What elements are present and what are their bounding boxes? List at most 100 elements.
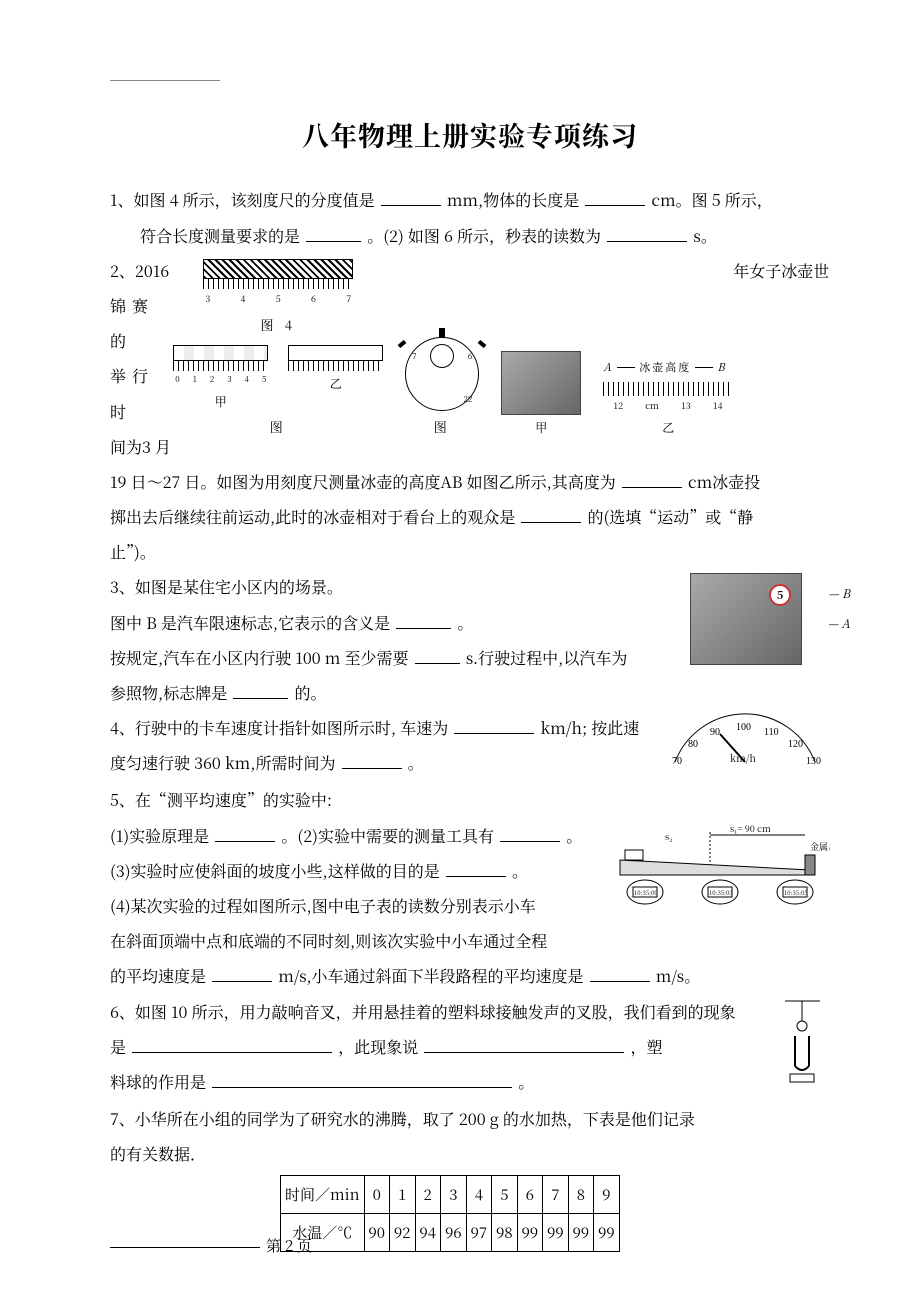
q3-l4: 参照物,标志牌是 的。 xyxy=(110,675,830,710)
blank xyxy=(233,682,288,699)
q6-l2: 是 ，此现象说 ，塑 xyxy=(110,1029,830,1064)
q2-block: 2、2016 锦赛的 举行时 间为3 月 3 4 5 6 xyxy=(110,253,830,464)
svg-text:10:35:05: 10:35:05 xyxy=(784,888,808,897)
q6-l1: 6、如图 10 所示，用力敲响音叉，并用悬挂着的塑料球接触发声的叉股，我们看到的… xyxy=(110,994,830,1029)
label: 冰壶高度 xyxy=(639,355,691,379)
svg-text:70: 70 xyxy=(672,756,682,767)
svg-text:80: 80 xyxy=(688,739,698,750)
svg-text:10:35:03: 10:35:03 xyxy=(709,888,733,897)
figure-6-stopwatch: 7 6 22 图 xyxy=(405,337,479,442)
stopwatch-icon: 7 6 22 xyxy=(405,337,479,411)
caption: 图 xyxy=(270,413,287,442)
q5-l1: 5、在“测平均速度”的实验中: xyxy=(110,782,830,817)
q4-speedometer: 70 80 90 100 110 120 130 km/h xyxy=(660,712,830,778)
blank xyxy=(212,965,272,982)
svg-text:110: 110 xyxy=(764,727,779,738)
q2-line-c: 掷出去后继续往前运动,此时的冰壶相对于看台上的观众是 的(选填“运动”或“静 xyxy=(110,499,830,534)
caption: 乙 xyxy=(330,371,342,397)
svg-text:100: 100 xyxy=(736,722,751,733)
label-b: — B xyxy=(828,581,850,607)
blank xyxy=(622,471,682,488)
num: 7 xyxy=(346,289,351,309)
q5-l6: 的平均速度是 m/s,小车通过斜面下半段路程的平均速度是 m/s。 xyxy=(110,958,830,993)
q2-right-col: 年女子冰壶世 xyxy=(733,253,830,288)
blank xyxy=(396,612,451,629)
document-title: 八年物理上册实验专项练习 xyxy=(110,105,830,164)
speedometer-icon: 70 80 90 100 110 120 130 km/h xyxy=(660,712,830,767)
blank xyxy=(521,506,581,523)
photo: 5 xyxy=(690,573,802,665)
label-a: — A xyxy=(828,611,850,637)
figure-4: 3 4 5 6 7 图 4 xyxy=(173,259,383,442)
svg-text:s₁= 90 cm: s₁= 90 cm xyxy=(730,822,771,835)
table-row: 时间／min 0 1 2 3 4 5 6 7 8 9 xyxy=(281,1176,620,1214)
num: 3 xyxy=(205,289,210,309)
q5-figure: s₁= 90 cm s₂ 金属片 10:35:00 10:35:03 10:35… xyxy=(610,820,830,921)
text: s。 xyxy=(693,224,717,247)
page: 八年物理上册实验专项练习 1、如图 4 所示，该刻度尺的分度值是 mm,物体的长… xyxy=(0,0,920,1302)
caption: 甲 xyxy=(535,415,547,441)
text: mm,物体的长度是 xyxy=(447,188,579,211)
speed-sign: 5 xyxy=(769,584,791,606)
svg-text:s₂: s₂ xyxy=(665,830,672,843)
table-row: 水温／℃ 90 92 94 96 97 98 99 99 99 99 xyxy=(281,1214,620,1252)
blank xyxy=(454,717,534,734)
blank xyxy=(500,825,560,842)
svg-text:120: 120 xyxy=(788,739,803,750)
label-b: B xyxy=(717,355,726,379)
page-number: 第 2 页 xyxy=(266,1235,312,1256)
blank xyxy=(381,189,441,206)
q3-figure: 5 — B — A xyxy=(690,573,830,673)
svg-text:10:35:00: 10:35:00 xyxy=(634,888,658,897)
blank xyxy=(132,1036,332,1053)
figure-5b: 乙 xyxy=(288,345,383,415)
q6-figure xyxy=(775,996,830,1097)
q2-left-col: 2、2016 锦赛的 举行时 间为3 月 xyxy=(110,253,173,464)
q7-l2: 的有关数据． xyxy=(110,1136,830,1171)
blank xyxy=(590,965,650,982)
q7-l1: 7、小华所在小组的同学为了研究水的沸腾，取了 200 g 的水加热，下表是他们记… xyxy=(110,1101,830,1136)
q5-l5: 在斜面顶端中点和底端的不同时刻,则该次实验中小车通过全程 xyxy=(110,923,830,958)
unit: km/h xyxy=(730,750,756,765)
caption: 图 4 xyxy=(261,311,297,340)
blank xyxy=(212,1071,512,1088)
metal-label: 金属片 xyxy=(810,840,830,853)
text: 。(2) 如图 6 所示，秒表的读数为 xyxy=(367,224,601,247)
text: 1、如图 4 所示，该刻度尺的分度值是 xyxy=(110,188,375,211)
text: cm。图 5 所示， xyxy=(651,188,772,211)
q6-l3: 料球的作用是 。 xyxy=(110,1064,830,1099)
blank xyxy=(446,860,506,877)
q2-l2: 锦赛的 xyxy=(110,288,173,358)
tuning-fork-icon xyxy=(775,996,830,1086)
q2-line-e: 止”)。 xyxy=(110,534,830,569)
q1-line1: 1、如图 4 所示，该刻度尺的分度值是 mm,物体的长度是 cm。图 5 所示， xyxy=(110,182,830,217)
blank xyxy=(585,189,645,206)
q1-line2: 符合长度测量要求的是 。(2) 如图 6 所示，秒表的读数为 s。 xyxy=(110,218,830,253)
row-header: 时间／min xyxy=(281,1176,365,1214)
caption: 图 xyxy=(434,413,451,442)
caption: 甲 xyxy=(215,389,227,415)
q2-l3: 举行时 xyxy=(110,358,173,428)
text: 符合长度测量要求的是 xyxy=(140,224,300,247)
blank xyxy=(424,1036,624,1053)
figure-curling-photo: 甲 xyxy=(501,351,581,441)
blank xyxy=(415,647,460,664)
svg-text:90: 90 xyxy=(710,727,720,738)
q2-l1: 2、2016 xyxy=(110,253,173,288)
blank xyxy=(607,225,687,242)
svg-text:130: 130 xyxy=(806,756,821,767)
header-rule xyxy=(110,80,220,81)
q2-l4: 间为3 月 xyxy=(110,429,173,464)
figure-5a: 0 1 2 3 4 5 甲 xyxy=(173,345,268,415)
text: 年女子冰壶世 xyxy=(733,253,830,288)
q2-line-a: 19 日～27 日。如图为用刻度尺测量冰壶的高度AB 如图乙所示,其高度为 cm… xyxy=(110,464,830,499)
num: 6 xyxy=(311,289,316,309)
blank xyxy=(306,225,361,242)
blank xyxy=(342,752,402,769)
label-a: A xyxy=(603,355,613,379)
num: 4 xyxy=(241,289,246,309)
blank xyxy=(215,825,275,842)
q7-table: 时间／min 0 1 2 3 4 5 6 7 8 9 水温／℃ 90 92 94… xyxy=(280,1175,620,1252)
num: 5 xyxy=(276,289,281,309)
caption: 乙 xyxy=(662,415,674,441)
